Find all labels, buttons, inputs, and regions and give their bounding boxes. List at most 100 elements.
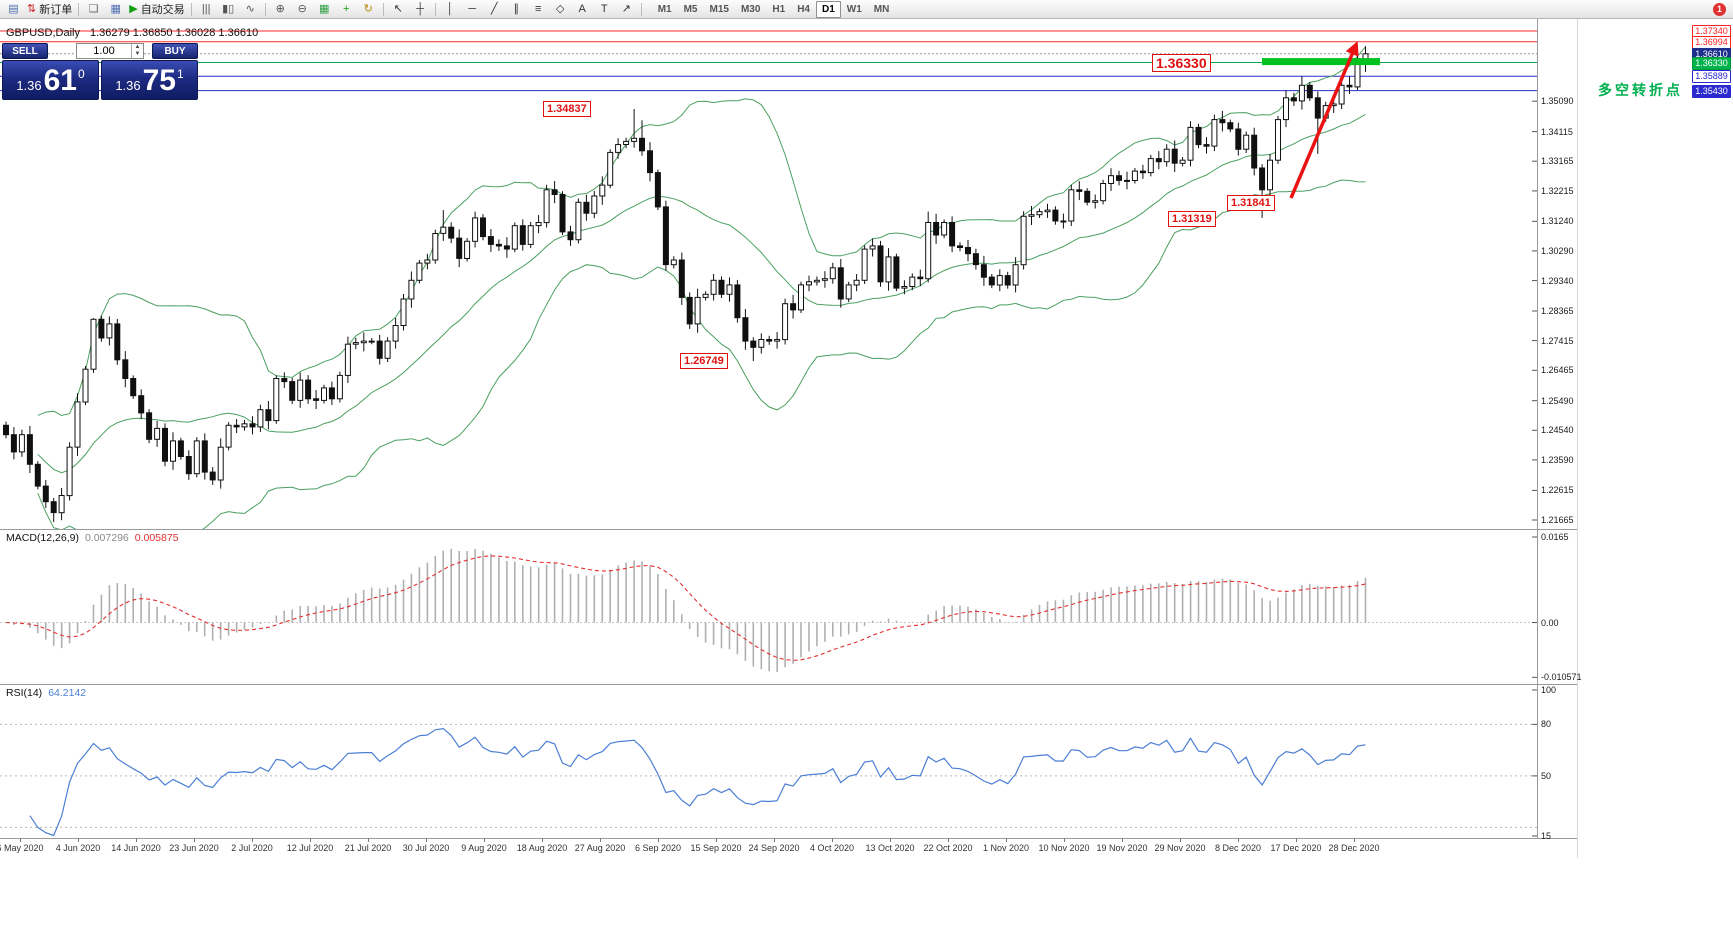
text-button[interactable]: A bbox=[572, 1, 593, 17]
price-tick: 1.27415 bbox=[1541, 336, 1574, 346]
timeframe-w1[interactable]: W1 bbox=[846, 3, 862, 15]
notifications-badge[interactable]: 1 bbox=[1713, 2, 1726, 16]
price-tick: 1.28365 bbox=[1541, 306, 1574, 316]
price-tick: 1.26465 bbox=[1541, 365, 1574, 375]
date-label: 22 Oct 2020 bbox=[923, 843, 973, 853]
price-annotation-1.26749[interactable]: 1.26749 bbox=[680, 353, 728, 369]
timeframe-mn[interactable]: MN bbox=[873, 3, 890, 15]
date-tick bbox=[310, 838, 311, 842]
price-tick: 1.35090 bbox=[1541, 96, 1574, 106]
turning-point-annotation[interactable]: 多空转折点 bbox=[1598, 82, 1683, 98]
cursor-icon: ↖ bbox=[393, 3, 403, 15]
window-edge bbox=[1577, 18, 1578, 858]
refresh-icon: ↻ bbox=[363, 3, 373, 15]
indicators-button[interactable]: + bbox=[336, 1, 357, 17]
date-tick bbox=[542, 838, 543, 842]
tile-windows-button[interactable]: ▦ bbox=[314, 1, 335, 17]
volume-up-icon[interactable]: ▲ bbox=[134, 44, 141, 50]
date-tick bbox=[716, 838, 717, 842]
toolbar-separator bbox=[640, 2, 642, 16]
date-tick bbox=[136, 838, 137, 842]
cursor-button[interactable]: ↖ bbox=[388, 1, 409, 17]
channel-button[interactable]: ∥ bbox=[506, 1, 527, 17]
timeframe-h4[interactable]: H4 bbox=[797, 3, 810, 15]
sell-button[interactable]: SELL bbox=[2, 43, 48, 59]
arrows-button[interactable]: ↗ bbox=[616, 1, 637, 17]
price-annotation-1.34837[interactable]: 1.34837 bbox=[543, 101, 591, 117]
buy-button[interactable]: BUY bbox=[152, 43, 198, 59]
crosshair-button[interactable]: ┼ bbox=[410, 1, 431, 17]
symbol-period-label: GBPUSD,Daily bbox=[6, 27, 80, 39]
date-label: 13 Oct 2020 bbox=[865, 843, 915, 853]
date-tick bbox=[600, 838, 601, 842]
date-tick bbox=[948, 838, 949, 842]
price-tag-1.36330: 1.36330 bbox=[1692, 57, 1731, 70]
timeframe-m1[interactable]: M1 bbox=[657, 3, 672, 15]
new-order-button[interactable]: ⇅ 新订单 bbox=[25, 1, 74, 17]
charts-grid-button[interactable]: ▦ bbox=[105, 1, 126, 17]
sell-price-panel[interactable]: 1.36 61 0 bbox=[2, 60, 99, 100]
price-tick: 1.24540 bbox=[1541, 425, 1574, 435]
date-label: 24 Sep 2020 bbox=[748, 843, 800, 853]
arrow-object-icon: ↗ bbox=[621, 3, 631, 15]
trendline-button[interactable]: ╱ bbox=[484, 1, 505, 17]
text-label-button[interactable]: T bbox=[594, 1, 615, 17]
macd-subwindow[interactable] bbox=[0, 530, 1537, 684]
price-tick: 1.22615 bbox=[1541, 485, 1574, 495]
timeframe-m15[interactable]: M15 bbox=[709, 3, 729, 15]
channel-icon: ∥ bbox=[513, 3, 519, 15]
volume-value[interactable]: 1.00 bbox=[93, 45, 115, 57]
panel-separator[interactable] bbox=[0, 529, 1577, 530]
horizontal-line-button[interactable]: ─ bbox=[462, 1, 483, 17]
rsi-axis-tick: 50 bbox=[1541, 771, 1552, 781]
zoom-out-icon: ⊖ bbox=[297, 3, 307, 15]
autotrading-button[interactable]: ▶ 自动交易 bbox=[127, 1, 186, 17]
shapes-button[interactable]: ◇ bbox=[550, 1, 571, 17]
candlestick-chart-button[interactable]: ▮▯ bbox=[218, 1, 239, 17]
candlestick-chart-icon: ▮▯ bbox=[222, 3, 235, 15]
price-annotation-1.31841[interactable]: 1.31841 bbox=[1227, 195, 1275, 211]
buy-price-panel[interactable]: 1.36 75 1 bbox=[101, 60, 198, 100]
date-label: 2 Jul 2020 bbox=[231, 843, 273, 853]
bar-chart-button[interactable]: ||| bbox=[196, 1, 217, 17]
timeframe-h1[interactable]: H1 bbox=[772, 3, 786, 15]
timeframe-m5[interactable]: M5 bbox=[683, 3, 698, 15]
panel-separator[interactable] bbox=[0, 684, 1577, 685]
refresh-button[interactable]: ↻ bbox=[358, 1, 379, 17]
zoom-in-button[interactable]: ⊕ bbox=[270, 1, 291, 17]
date-label: 9 Aug 2020 bbox=[461, 843, 507, 853]
text-label-icon: T bbox=[600, 3, 608, 15]
charts-grid-icon: ▦ bbox=[110, 3, 121, 15]
fibonacci-button[interactable]: ≡ bbox=[528, 1, 549, 17]
price-annotation-1.36330[interactable]: 1.36330 bbox=[1152, 54, 1211, 72]
price-tick: 1.31240 bbox=[1541, 216, 1574, 226]
panel-separator bbox=[0, 838, 1577, 839]
date-tick bbox=[1006, 838, 1007, 842]
macd-axis-tick: 0.00 bbox=[1541, 618, 1559, 628]
price-tick: 1.33165 bbox=[1541, 156, 1574, 166]
date-label: 21 Jul 2020 bbox=[344, 843, 392, 853]
volume-spinner[interactable]: ▲ ▼ bbox=[131, 44, 143, 58]
date-label: 4 Jun 2020 bbox=[55, 843, 101, 853]
line-chart-button[interactable]: ∿ bbox=[240, 1, 261, 17]
price-annotation-1.31319[interactable]: 1.31319 bbox=[1168, 211, 1216, 227]
volume-down-icon[interactable]: ▼ bbox=[134, 51, 141, 57]
date-tick bbox=[194, 838, 195, 842]
profiles-button[interactable]: ❏ bbox=[83, 1, 104, 17]
vertical-line-button[interactable]: │ bbox=[440, 1, 461, 17]
sell-price-main: 1.36 bbox=[16, 78, 42, 93]
date-label: 15 Sep 2020 bbox=[690, 843, 742, 853]
main-chart-canvas[interactable] bbox=[0, 18, 1537, 530]
date-label: 4 Oct 2020 bbox=[809, 843, 855, 853]
volume-input[interactable]: 1.00 ▲ ▼ bbox=[76, 43, 144, 59]
rsi-subwindow[interactable] bbox=[0, 685, 1537, 838]
chart-window-button[interactable]: ▤ bbox=[3, 1, 24, 17]
macd-value-2: 0.005875 bbox=[134, 532, 179, 544]
bar-chart-icon: ||| bbox=[201, 3, 211, 15]
zoom-out-button[interactable]: ⊖ bbox=[292, 1, 313, 17]
price-tag-1.35430: 1.35430 bbox=[1692, 85, 1731, 98]
date-label: 1 Nov 2020 bbox=[982, 843, 1030, 853]
timeframe-m30[interactable]: M30 bbox=[740, 3, 761, 15]
date-label: 23 Jun 2020 bbox=[169, 843, 219, 853]
timeframe-d1[interactable]: D1 bbox=[816, 0, 841, 18]
